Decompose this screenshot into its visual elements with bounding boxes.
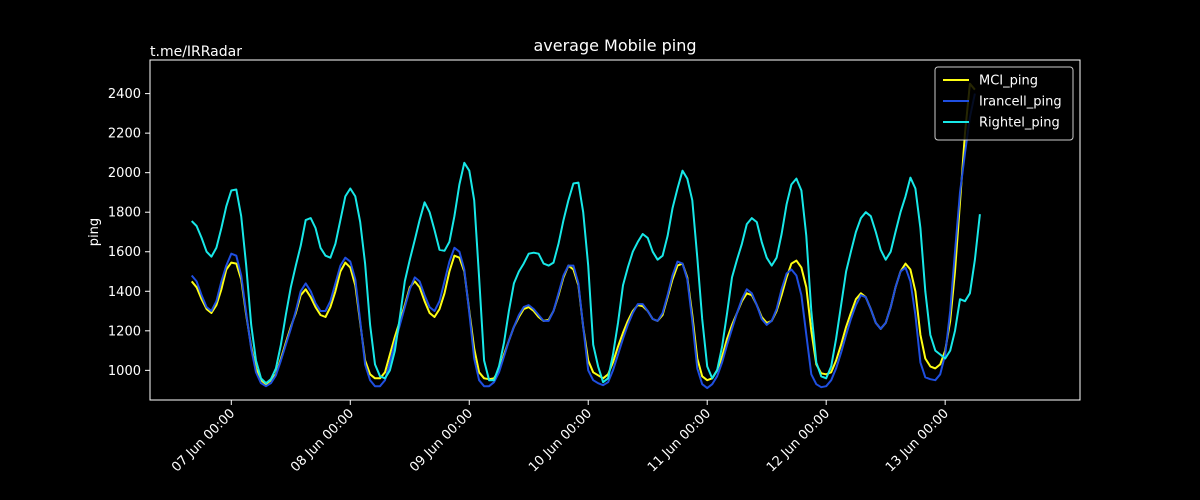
legend: MCI_ping Irancell_ping Rightel_ping	[934, 66, 1074, 141]
y-tick-label: 1800	[108, 206, 141, 221]
axes-frame	[149, 59, 1081, 401]
y-tick-label: 2200	[108, 127, 141, 142]
plot-area	[190, 82, 981, 390]
legend-label-2: Irancell_ping	[979, 95, 1062, 110]
y-tick-label: 1400	[108, 285, 141, 300]
legend-label-1: MCI_ping	[979, 74, 1038, 89]
y-tick-label: 2000	[108, 166, 141, 181]
legend-label-3: Rightel_ping	[979, 116, 1060, 131]
y-tick-label: 1600	[108, 245, 141, 260]
legend-box	[934, 66, 1074, 141]
y-axis-label: ping	[87, 218, 102, 246]
series-line-3	[190, 161, 981, 385]
y-tick-label: 1000	[108, 364, 141, 379]
series-line-2	[190, 93, 976, 390]
chart-title: average Mobile ping	[533, 36, 696, 55]
y-tick-label: 1200	[108, 324, 141, 339]
y-tick-label: 2400	[108, 87, 141, 102]
watermark-text: t.me/IRRadar	[150, 44, 242, 60]
